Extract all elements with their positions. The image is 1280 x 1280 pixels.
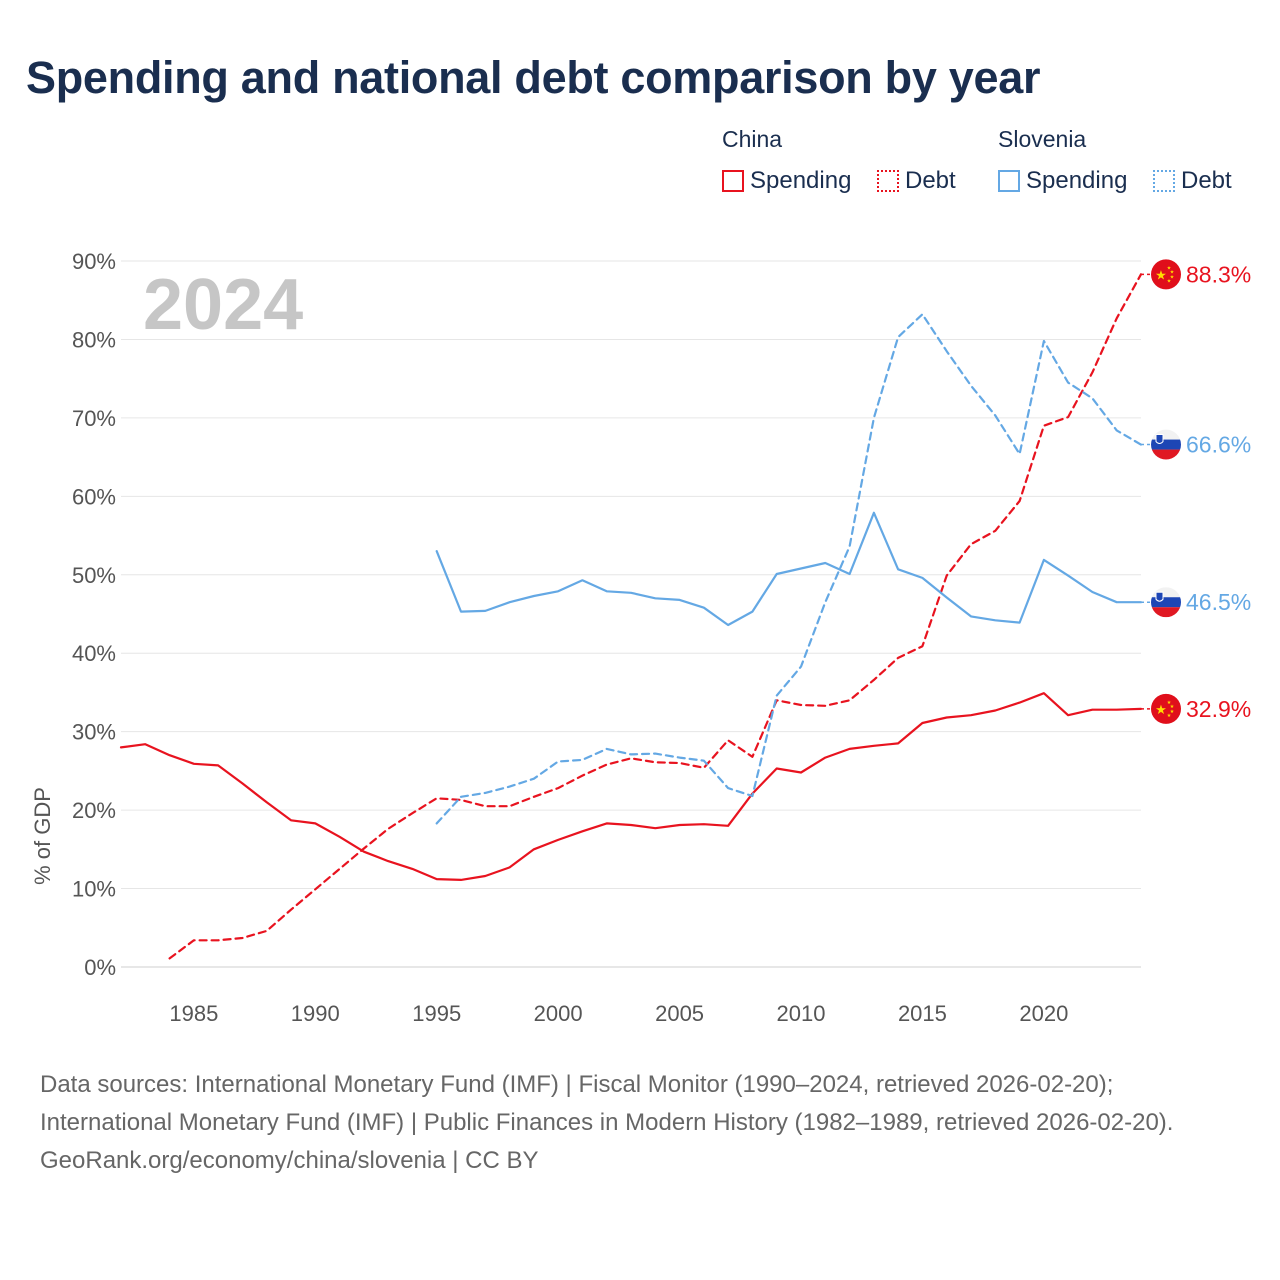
- x-tick-label: 2005: [655, 1001, 704, 1026]
- y-tick-label: 40%: [72, 641, 116, 666]
- data-sources: Data sources: International Monetary Fun…: [40, 1071, 1174, 1136]
- legend-china-debt[interactable]: Debt: [877, 167, 956, 195]
- series-line-china-debt[interactable]: [168, 273, 1143, 960]
- y-tick-label: 90%: [72, 249, 116, 274]
- x-tick-label: 1985: [169, 1001, 218, 1026]
- end-value-label: 32.9%: [1186, 696, 1251, 722]
- series-line-slovenia-spending[interactable]: [435, 511, 1143, 627]
- legend-label: Debt: [905, 167, 956, 194]
- line-chart: 0%10%20%30%40%50%60%70%80%90% 1985 1990 19…: [30, 249, 1251, 1026]
- x-axis: 1985 1990 1995 2000 2005 2010 2015 2020: [169, 1001, 1068, 1026]
- legend-label: Debt: [1181, 167, 1232, 194]
- legend-label: Spending: [1026, 167, 1128, 194]
- page-title: Spending and national debt comparison by…: [26, 52, 1041, 103]
- x-tick-label: 2020: [1019, 1001, 1068, 1026]
- legend-china-spending[interactable]: Spending: [722, 167, 851, 195]
- series-line-china-spending[interactable]: [119, 692, 1143, 882]
- x-tick-label: 2000: [534, 1001, 583, 1026]
- y-tick-label: 80%: [72, 327, 116, 352]
- svg-text:★: ★: [1170, 274, 1175, 280]
- slovenia-flag-icon: [1151, 429, 1181, 460]
- svg-text:★: ★: [1170, 704, 1175, 710]
- svg-text:★: ★: [1155, 268, 1167, 283]
- legend-swatch-dotted: [877, 170, 899, 192]
- y-tick-label: 50%: [72, 563, 116, 588]
- y-axis-label: % of GDP: [30, 787, 55, 885]
- svg-text:★: ★: [1167, 713, 1172, 719]
- end-value-label: 66.6%: [1186, 432, 1251, 458]
- legend-group-china: China: [722, 126, 783, 152]
- y-tick-label: 30%: [72, 720, 116, 745]
- legend-swatch-solid: [998, 170, 1020, 192]
- y-tick-label: 10%: [72, 877, 116, 902]
- x-tick-label: 2010: [777, 1001, 826, 1026]
- x-tick-label: 1990: [291, 1001, 340, 1026]
- svg-text:★: ★: [1167, 700, 1172, 706]
- legend-swatch-dotted: [1153, 170, 1175, 192]
- y-tick-label: 0%: [84, 955, 116, 980]
- y-tick-label: 20%: [72, 798, 116, 823]
- svg-text:★: ★: [1170, 709, 1175, 715]
- y-tick-label: 70%: [72, 406, 116, 431]
- credit-link[interactable]: GeoRank.org/economy/china/slovenia | CC …: [40, 1147, 539, 1174]
- series-layer: [119, 273, 1143, 960]
- y-axis: 0% 10% 20% 30% 40% 50% 60% 70% 80% 90%: [72, 249, 116, 980]
- legend-swatch-solid: [722, 170, 744, 192]
- slovenia-flag-icon: [1151, 587, 1181, 618]
- end-value-label: 46.5%: [1186, 589, 1251, 615]
- year-label: 2024: [143, 265, 303, 345]
- legend-group-slovenia: Slovenia: [998, 126, 1087, 152]
- series-line-slovenia-debt[interactable]: [435, 313, 1143, 825]
- legend-label: Spending: [750, 167, 852, 194]
- y-tick-label: 60%: [72, 484, 116, 509]
- x-tick-label: 2015: [898, 1001, 947, 1026]
- end-value-label: 88.3%: [1186, 261, 1251, 287]
- grid-lines: [121, 260, 1141, 968]
- svg-text:★: ★: [1167, 265, 1172, 271]
- legend-slovenia-spending[interactable]: Spending: [998, 167, 1127, 195]
- svg-text:★: ★: [1155, 703, 1167, 718]
- end-labels: ★ ★★★★ 32.9%★ ★★★★ 88.3%46.5%66.6%: [1141, 259, 1251, 724]
- x-tick-label: 1995: [412, 1001, 461, 1026]
- china-flag-icon: ★ ★★★★: [1151, 259, 1181, 290]
- svg-text:★: ★: [1170, 269, 1175, 275]
- legend-slovenia-debt[interactable]: Debt: [1153, 167, 1232, 195]
- footer: Data sources: International Monetary Fun…: [40, 1066, 1240, 1180]
- china-flag-icon: ★ ★★★★: [1151, 693, 1181, 724]
- svg-text:★: ★: [1167, 278, 1172, 284]
